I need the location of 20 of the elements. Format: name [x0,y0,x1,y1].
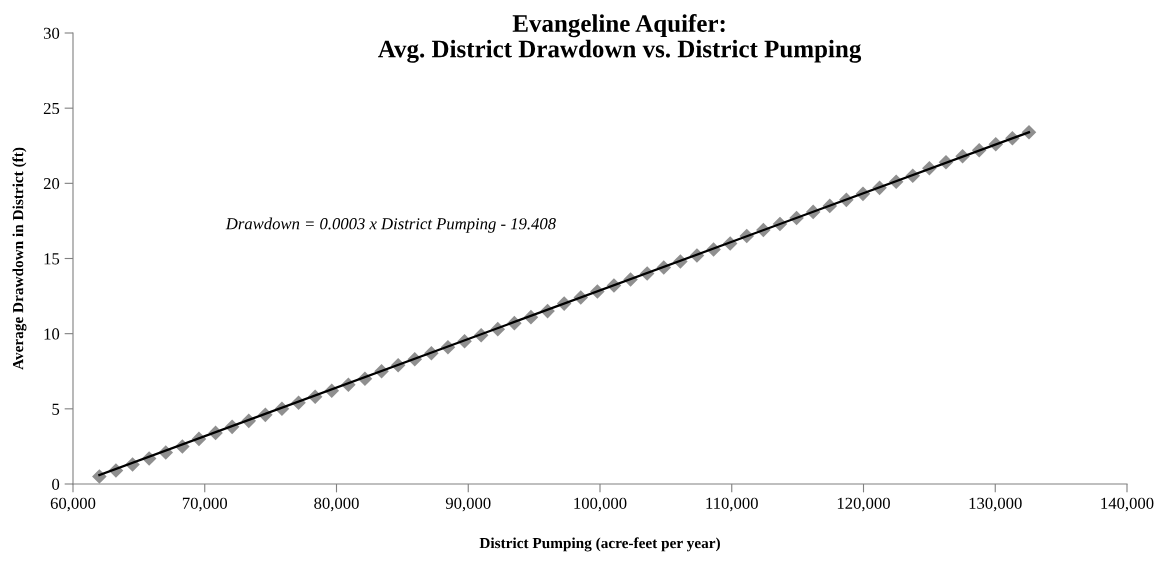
annotation: Drawdown = 0.0003 x District Pumping - 19.408 [225,217,556,233]
y-tick-label: 20 [43,178,60,190]
x-tick-label: 110,000 [706,497,758,512]
y-tick-label: 10 [44,328,60,340]
x-tick-label: 130,000 [969,497,1022,512]
x-tick-label: 70,000 [182,497,228,512]
y-tick-label: 5 [52,403,60,415]
x-tick-label: 60,000 [50,497,96,512]
chart-title: Evangeline Aquifer: Avg. District Drawdown vs. District Pumping [378,14,862,63]
y-tick-label: 25 [43,102,60,115]
x-axis-title: District Pumping (acre-feet per year) [479,537,720,552]
y-tick-label: 15 [44,253,60,265]
x-tick-label: 140,000 [1101,497,1154,512]
x-tick-label: 90,000 [445,497,491,512]
y-tick-label: 0 [52,478,60,490]
x-tick-label: 80,000 [314,497,359,512]
x-tick-label: 120,000 [837,497,890,512]
x-tick-label: 100,000 [574,497,627,512]
y-tick-label: 30 [43,27,60,39]
y-axis-title: Average Drawdown in District (ft) [12,147,27,370]
